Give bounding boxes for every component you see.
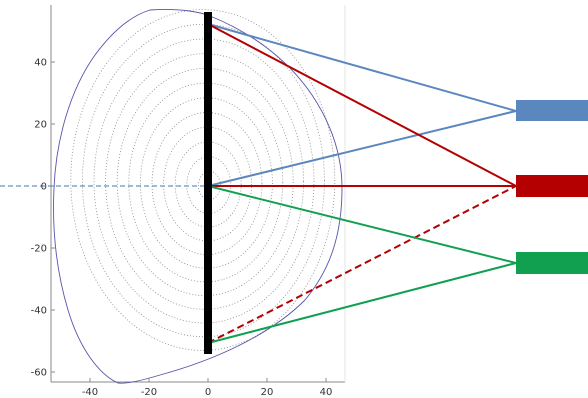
x-axis-ticks: -40 -20 0 20 40 <box>82 378 333 398</box>
green-detector <box>516 252 588 274</box>
flux-surface-contour <box>163 126 253 242</box>
y-axis-ticks: 40 20 0 -20 -40 -60 <box>31 58 55 379</box>
blue-sight-line-upper <box>207 23 517 112</box>
green-sight-line-center <box>207 185 517 264</box>
flux-surface-contour <box>174 141 242 228</box>
flux-surface-contour <box>70 9 336 351</box>
x-tick-label: 40 <box>320 387 333 398</box>
vertical-chord-bar <box>204 12 212 354</box>
plot-frame <box>50 5 346 383</box>
red-detector <box>516 175 588 197</box>
sight-lines <box>207 23 517 344</box>
green-sight-line-lower <box>207 262 517 344</box>
flux-surface-contour <box>116 68 294 296</box>
blue-detector <box>516 100 588 121</box>
flux-surfaces <box>70 9 336 351</box>
y-tick-label: 20 <box>34 120 47 131</box>
red-sight-line-lower-dashed <box>207 185 517 344</box>
flux-surface-contour <box>81 23 325 338</box>
y-tick-label: -20 <box>31 244 47 255</box>
blue-sight-line-center <box>207 110 517 187</box>
plasma-boundary <box>53 9 343 384</box>
x-tick-label: 20 <box>261 387 274 398</box>
x-tick-label: 0 <box>205 387 211 398</box>
red-sight-line-upper <box>207 23 517 187</box>
y-tick-label: 0 <box>41 182 47 193</box>
flux-surface-contour <box>105 53 305 310</box>
x-tick-label: -20 <box>141 387 157 398</box>
y-tick-label: -40 <box>31 306 47 317</box>
y-tick-label: -60 <box>31 368 47 379</box>
x-tick-label: -40 <box>82 387 98 398</box>
y-tick-label: 40 <box>34 58 47 69</box>
